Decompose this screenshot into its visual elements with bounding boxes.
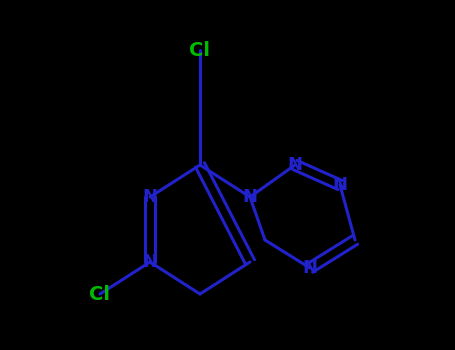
Text: N: N bbox=[303, 259, 318, 277]
Text: Cl: Cl bbox=[189, 41, 211, 60]
Text: N: N bbox=[142, 253, 157, 271]
Text: N: N bbox=[333, 176, 348, 194]
Text: N: N bbox=[142, 188, 157, 206]
Text: N: N bbox=[243, 188, 258, 206]
Text: N: N bbox=[288, 156, 303, 174]
Text: Cl: Cl bbox=[90, 285, 111, 303]
